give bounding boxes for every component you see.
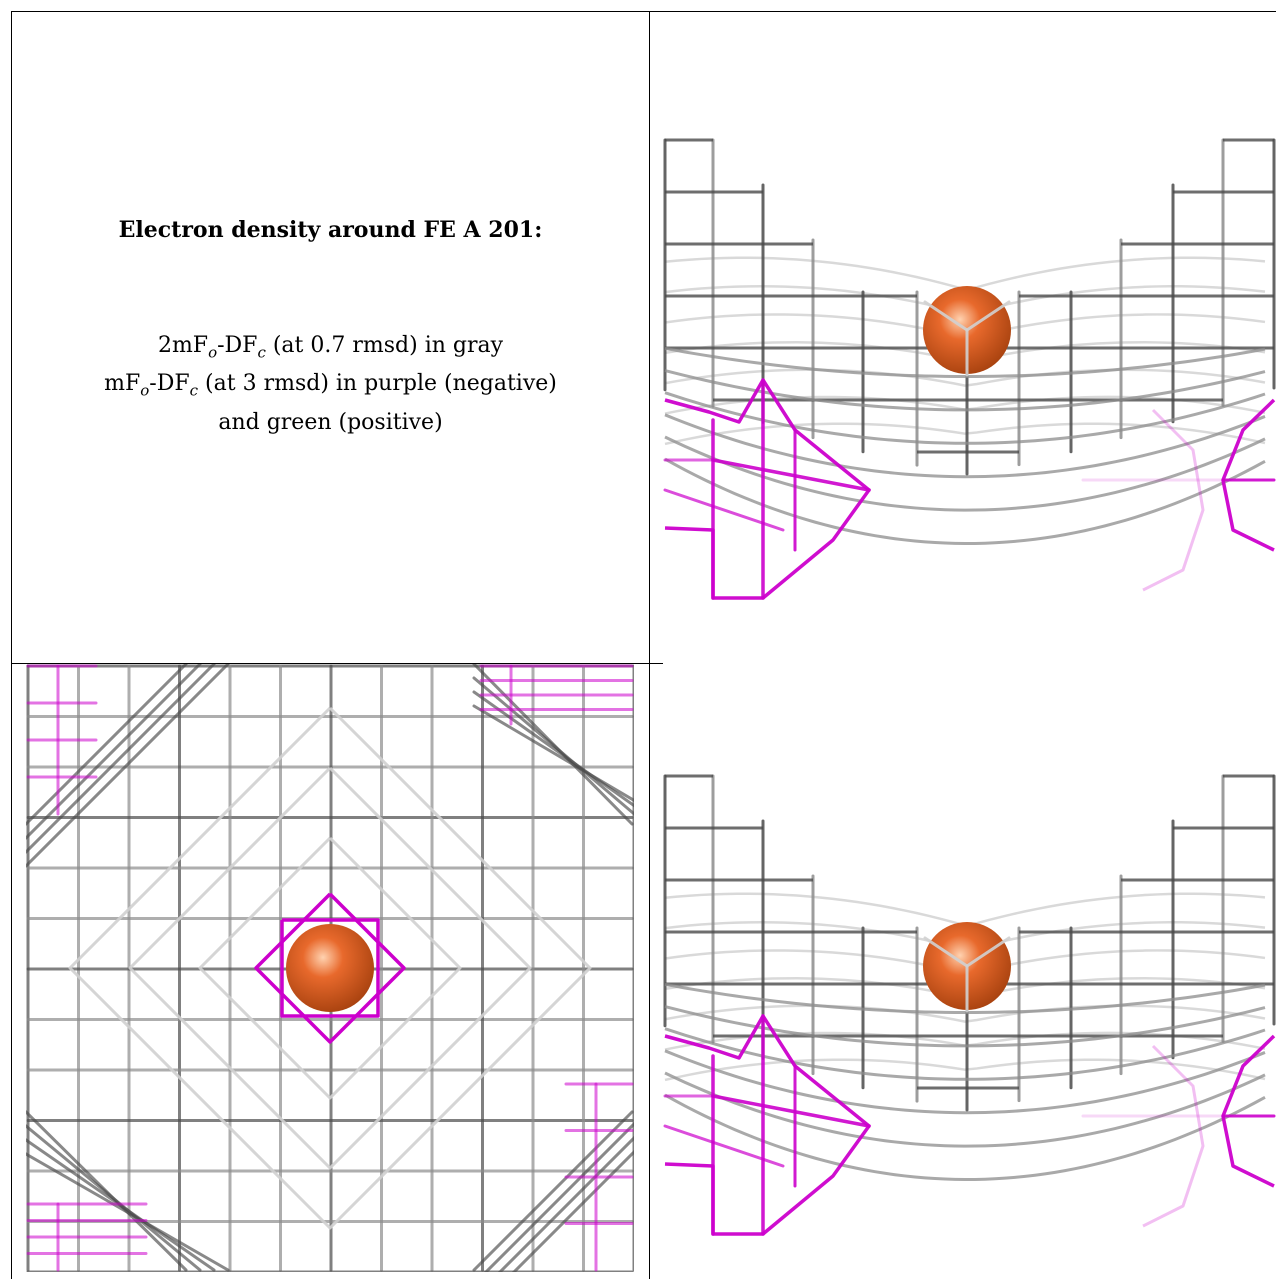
density-mesh-line bbox=[511, 1149, 634, 1272]
density-mesh-side-bottom bbox=[663, 774, 1276, 1236]
density-mesh-curve bbox=[664, 256, 1266, 291]
density-mesh-curve bbox=[664, 1049, 1266, 1115]
caption-body: 2mFo-DFc (at 0.7 rmsd) in gray mFo-DFc (… bbox=[12, 330, 649, 439]
table-border-middle-vertical bbox=[649, 11, 650, 1279]
density-mesh-curve bbox=[664, 435, 1266, 512]
density-mesh-curve bbox=[664, 982, 1266, 1014]
table-border-middle-horizontal bbox=[11, 663, 663, 664]
density-mesh-curve bbox=[664, 391, 1266, 445]
density-mesh-curve bbox=[664, 892, 1266, 927]
density-mesh-curve bbox=[68, 706, 592, 1230]
negative-density-mesh bbox=[711, 1094, 871, 1128]
negative-density-mesh bbox=[664, 378, 871, 600]
density-mesh-line bbox=[472, 1110, 634, 1272]
table-border-top bbox=[11, 11, 1276, 12]
caption-subscript: o bbox=[208, 343, 218, 362]
fe-atom-sphere bbox=[286, 924, 374, 1012]
density-mesh-curve bbox=[664, 1004, 1266, 1023]
density-mesh-curve bbox=[664, 1058, 1266, 1082]
caption-text: (at 3 rmsd) in purple (negative) bbox=[198, 371, 557, 397]
density-mesh-line bbox=[26, 1152, 230, 1272]
caption-text: -DF bbox=[217, 333, 258, 358]
caption-line-mfo: mFo-DFc (at 3 rmsd) in purple (negative) bbox=[12, 368, 649, 406]
density-mesh-side-top bbox=[663, 138, 1276, 600]
density-mesh-curve bbox=[198, 836, 462, 1100]
density-mesh-line bbox=[923, 300, 969, 332]
negative-density-mesh bbox=[663, 1124, 785, 1168]
caption-title: Electron density around FE A 201: bbox=[118, 217, 543, 243]
caption-text: mF bbox=[104, 371, 141, 397]
density-mesh-line bbox=[472, 690, 634, 808]
negative-density-mesh bbox=[280, 918, 380, 1018]
density-mesh-curve bbox=[664, 457, 1266, 545]
density-mesh-curve bbox=[664, 368, 1266, 387]
caption-text: -DF bbox=[149, 371, 190, 397]
density-panel-front bbox=[26, 664, 634, 1272]
caption-subscript: o bbox=[140, 381, 150, 400]
negative-density-mesh bbox=[1142, 1044, 1205, 1228]
density-mesh-line bbox=[965, 936, 1011, 968]
density-mesh-line bbox=[965, 300, 1011, 332]
density-mesh-front bbox=[26, 664, 634, 1272]
density-mesh-curve bbox=[664, 1071, 1266, 1148]
density-panel-side-bottom bbox=[663, 766, 1276, 1241]
table-border-left bbox=[11, 11, 12, 1279]
density-panel-side-top bbox=[663, 130, 1276, 605]
negative-density-mesh bbox=[664, 1014, 871, 1236]
density-mesh-line bbox=[26, 1124, 202, 1272]
density-mesh-curve bbox=[664, 369, 1266, 412]
caption-cell: Electron density around FE A 201: 2mFo-D… bbox=[12, 12, 649, 663]
caption-text: 2mF bbox=[157, 333, 209, 358]
negative-density-mesh bbox=[1142, 408, 1205, 592]
density-mesh-line bbox=[497, 1135, 634, 1272]
negative-density-mesh bbox=[711, 458, 871, 492]
density-mesh-line bbox=[26, 664, 202, 840]
caption-line-green: and green (positive) bbox=[218, 409, 443, 435]
density-mesh-line bbox=[483, 1121, 634, 1272]
density-mesh-line bbox=[472, 704, 634, 803]
density-mesh-line bbox=[923, 936, 969, 968]
caption-text: (at 0.7 rmsd) in gray bbox=[265, 333, 504, 358]
density-mesh-curve bbox=[664, 346, 1266, 378]
caption-subscript: c bbox=[189, 381, 199, 400]
caption-subscript: c bbox=[257, 343, 266, 362]
negative-density-mesh bbox=[1221, 398, 1276, 552]
density-mesh-curve bbox=[664, 413, 1266, 479]
density-mesh-line bbox=[26, 664, 230, 868]
density-mesh-curve bbox=[128, 766, 532, 1170]
density-mesh-curve bbox=[664, 1005, 1266, 1048]
negative-density-mesh bbox=[663, 488, 785, 532]
density-mesh-curve bbox=[664, 1027, 1266, 1081]
density-mesh-curve bbox=[664, 422, 1266, 446]
density-mesh-line bbox=[26, 664, 216, 854]
density-mesh-line bbox=[26, 664, 188, 826]
density-mesh-curve bbox=[664, 1093, 1266, 1181]
density-mesh-line bbox=[472, 676, 634, 816]
caption-line-2mfo: 2mFo-DFc (at 0.7 rmsd) in gray bbox=[12, 330, 649, 368]
negative-density-mesh bbox=[1221, 1034, 1276, 1188]
